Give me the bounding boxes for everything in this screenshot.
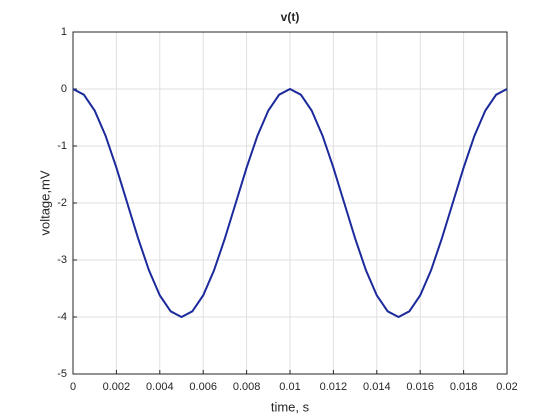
y-tick-label: 1: [61, 26, 67, 38]
x-tick-label: 0.006: [189, 381, 217, 393]
y-tick-label: -1: [57, 140, 67, 152]
y-tick-label: -2: [57, 197, 67, 209]
x-tick-label: 0.004: [146, 381, 174, 393]
chart-title: v(t): [281, 10, 300, 24]
x-tick-label: 0.008: [233, 381, 261, 393]
x-tick-label: 0.012: [320, 381, 348, 393]
plot-frame: [72, 31, 508, 375]
x-tick-label: 0.01: [279, 381, 300, 393]
y-axis-label: voltage,mV: [37, 170, 52, 235]
x-tick-label: 0.002: [103, 381, 131, 393]
line-series: [72, 87, 508, 319]
x-tick-label: 0.02: [496, 381, 517, 393]
x-tick-label: 0.014: [363, 381, 391, 393]
x-tick-label: 0.018: [450, 381, 478, 393]
y-tick-label: -5: [57, 368, 67, 380]
y-tick-label: 0: [61, 83, 67, 95]
x-axis-label: time, s: [271, 399, 310, 414]
y-tick-label: -3: [57, 254, 67, 266]
y-tick-label: -4: [57, 311, 67, 323]
x-tick-label: 0: [70, 381, 76, 393]
x-tick-label: 0.016: [406, 381, 434, 393]
